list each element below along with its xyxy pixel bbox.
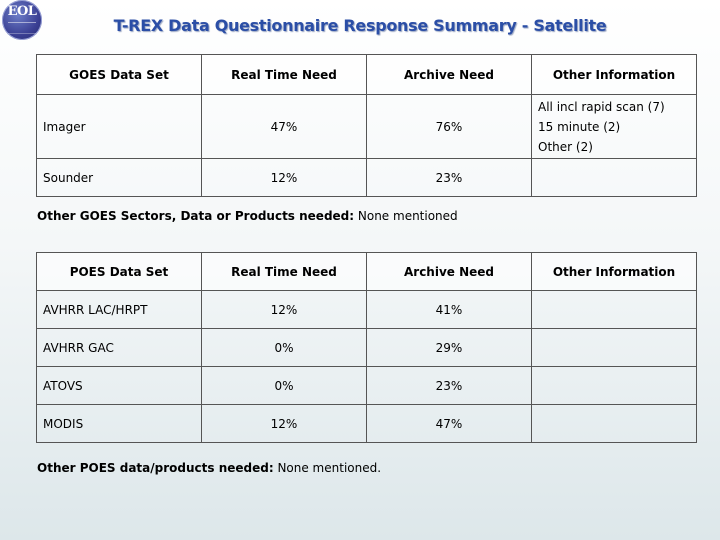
archive-value: 47%	[366, 404, 532, 443]
archive-value: 41%	[366, 290, 532, 329]
info-line: All incl rapid scan (7)	[538, 99, 665, 114]
archive-value: 29%	[366, 328, 532, 367]
other-info	[531, 290, 697, 329]
poes-other-note: Other POES data/products needed: None me…	[37, 461, 381, 475]
other-info	[531, 366, 697, 405]
dataset-name: Imager	[36, 94, 202, 159]
poes-header-dataset: POES Data Set	[36, 252, 202, 291]
realtime-value: 12%	[201, 290, 367, 329]
goes-header-dataset: GOES Data Set	[36, 54, 202, 95]
info-line: 15 minute (2)	[538, 119, 621, 134]
table-row: AVHRR GAC 0% 29%	[36, 328, 697, 367]
note-label: Other GOES Sectors, Data or Products nee…	[37, 209, 355, 223]
archive-value: 23%	[366, 158, 532, 197]
realtime-value: 0%	[201, 328, 367, 367]
other-info	[531, 404, 697, 443]
table-row: AVHRR LAC/HRPT 12% 41%	[36, 290, 697, 329]
archive-value: 76%	[366, 94, 532, 159]
poes-header-row: POES Data Set Real Time Need Archive Nee…	[36, 252, 697, 291]
poes-header-archive: Archive Need	[366, 252, 532, 291]
table-row: MODIS 12% 47%	[36, 404, 697, 443]
note-value: None mentioned.	[273, 461, 382, 475]
note-value: None mentioned	[354, 209, 458, 223]
info-line: Other (2)	[538, 139, 593, 154]
note-label: Other POES data/products needed:	[37, 461, 274, 475]
realtime-value: 12%	[201, 158, 367, 197]
poes-table: POES Data Set Real Time Need Archive Nee…	[36, 252, 697, 443]
archive-value: 23%	[366, 366, 532, 405]
realtime-value: 0%	[201, 366, 367, 405]
goes-header-realtime: Real Time Need	[201, 54, 367, 95]
dataset-name: ATOVS	[36, 366, 202, 405]
goes-header-archive: Archive Need	[366, 54, 532, 95]
realtime-value: 47%	[201, 94, 367, 159]
dataset-name: AVHRR GAC	[36, 328, 202, 367]
logo-stripes	[8, 22, 36, 34]
poes-header-realtime: Real Time Need	[201, 252, 367, 291]
poes-header-info: Other Information	[531, 252, 697, 291]
goes-header-row: GOES Data Set Real Time Need Archive Nee…	[36, 54, 697, 95]
goes-header-info: Other Information	[531, 54, 697, 95]
other-info	[531, 328, 697, 367]
dataset-name: Sounder	[36, 158, 202, 197]
realtime-value: 12%	[201, 404, 367, 443]
goes-table: GOES Data Set Real Time Need Archive Nee…	[36, 54, 697, 197]
table-row: Imager 47% 76% All incl rapid scan (7) 1…	[36, 94, 697, 159]
logo-text: EOL	[7, 4, 37, 19]
dataset-name: MODIS	[36, 404, 202, 443]
eol-logo: EOL	[2, 0, 42, 40]
other-info	[531, 158, 697, 197]
dataset-name: AVHRR LAC/HRPT	[36, 290, 202, 329]
page-title: T-REX Data Questionnaire Response Summar…	[113, 16, 607, 35]
table-row: ATOVS 0% 23%	[36, 366, 697, 405]
goes-other-note: Other GOES Sectors, Data or Products nee…	[37, 209, 458, 223]
table-row: Sounder 12% 23%	[36, 158, 697, 197]
other-info: All incl rapid scan (7) 15 minute (2) Ot…	[531, 94, 697, 159]
